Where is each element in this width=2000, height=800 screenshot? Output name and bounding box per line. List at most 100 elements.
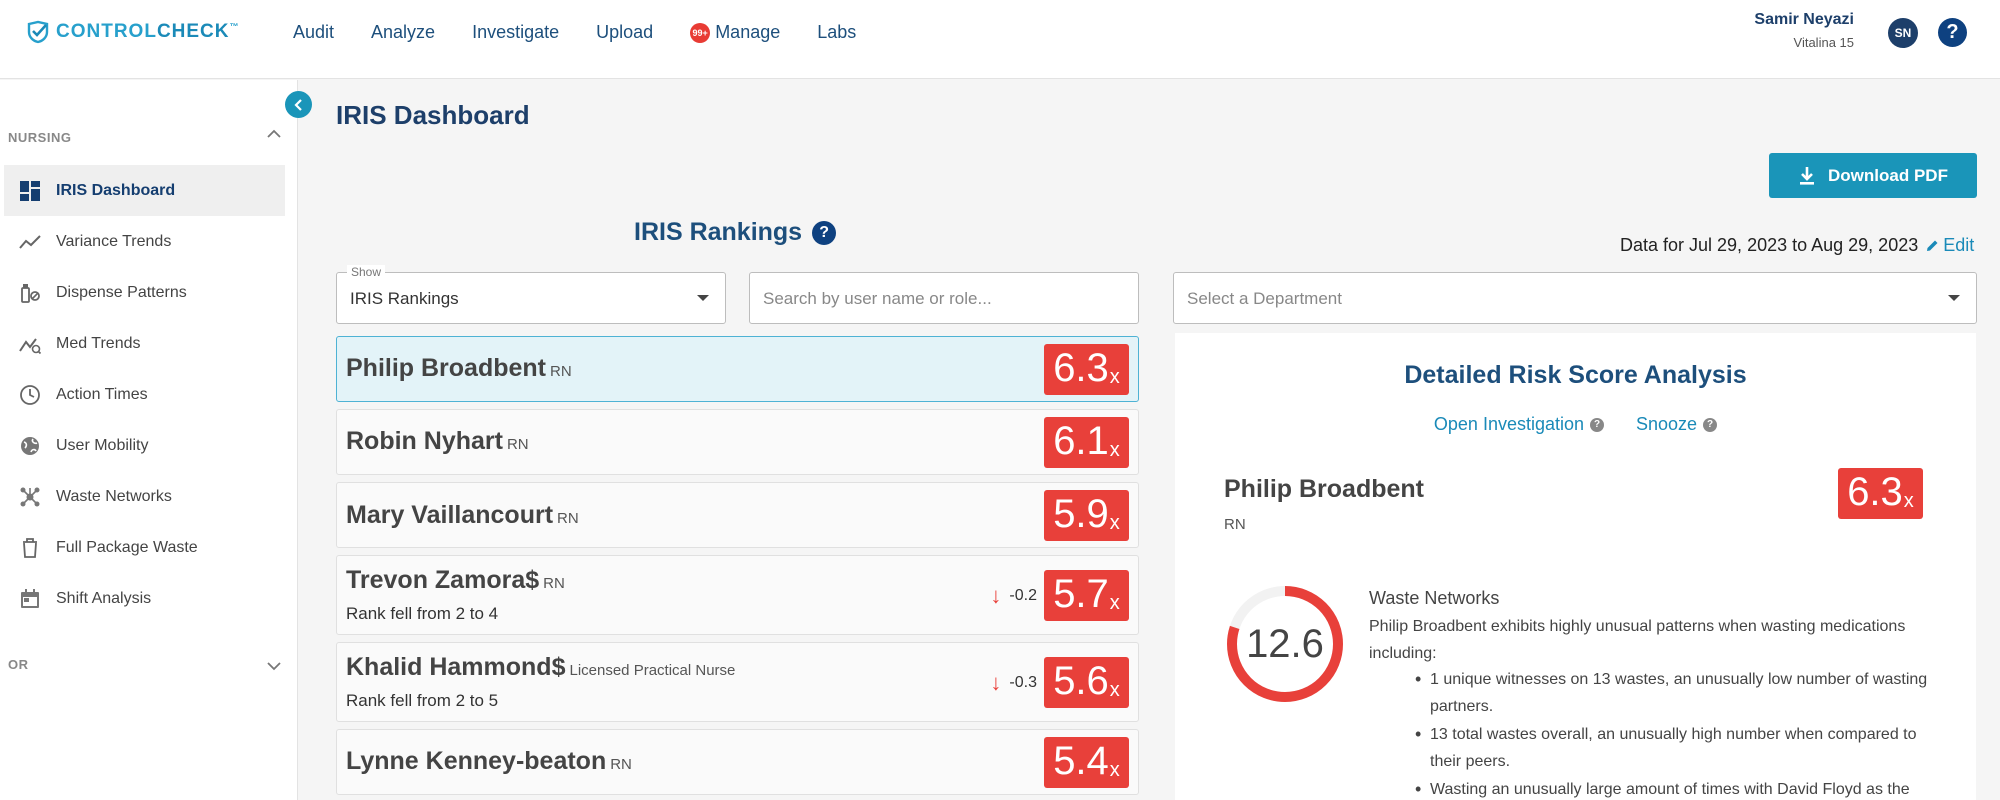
page-title: IRIS Dashboard bbox=[336, 100, 530, 130]
nav-label: Upload bbox=[596, 22, 654, 42]
sidebar-item-dispense-patterns[interactable]: Dispense Patterns bbox=[4, 267, 285, 318]
sidebar-item-waste-networks[interactable]: Waste Networks bbox=[4, 471, 285, 522]
sidebar-item-action-times[interactable]: Action Times bbox=[4, 369, 285, 420]
main-nav: Audit Analyze Investigate Upload 99+ Mana… bbox=[293, 22, 893, 43]
arrow-down-icon: ↓ bbox=[990, 583, 1002, 608]
score-gauge bbox=[1227, 586, 1343, 702]
nav-audit[interactable]: Audit bbox=[293, 22, 334, 43]
sidebar-item-label: Variance Trends bbox=[56, 232, 172, 250]
rank-change-text: Rank fell from 2 to 4 bbox=[346, 604, 499, 623]
search-input[interactable]: Search by user name or role... bbox=[749, 272, 1139, 324]
sidebar-item-label: Full Package Waste bbox=[56, 538, 198, 556]
risk-score-badge: 6.1 x bbox=[1044, 417, 1129, 468]
finding-item: 1 unique witnesses on 13 wastes, an unus… bbox=[1415, 666, 1950, 720]
dropdown-caret-icon bbox=[1948, 295, 1960, 301]
brand-logo[interactable]: CONTROLCHECK™ bbox=[26, 20, 240, 44]
rank-change-text: Rank fell from 2 to 5 bbox=[346, 691, 499, 710]
sidebar-item-med-trends[interactable]: Med Trends bbox=[4, 318, 285, 369]
download-icon bbox=[1800, 166, 1815, 185]
rankings-title: IRIS Rankings ? bbox=[634, 218, 837, 247]
sidebar-item-label: Med Trends bbox=[56, 334, 141, 352]
finding-item: Wasting an unusually large amount of tim… bbox=[1415, 776, 1950, 800]
dropdown-caret-icon bbox=[697, 295, 709, 301]
show-select-legend: Show bbox=[347, 265, 386, 279]
sidebar-section-nursing[interactable]: NURSING bbox=[8, 130, 72, 145]
ranking-row[interactable]: Khalid Hammond$ Licensed Practical Nurse … bbox=[336, 642, 1139, 722]
sidebar-item-full-package-waste[interactable]: Full Package Waste bbox=[4, 522, 285, 573]
chevron-left-icon bbox=[293, 98, 302, 111]
waste-networks-title: Waste Networks bbox=[1369, 588, 1500, 608]
score-delta: ↓ -0.3 bbox=[990, 670, 1037, 695]
sidebar-item-label: Shift Analysis bbox=[56, 589, 152, 607]
ranking-row[interactable]: Trevon Zamora$ RN Rank fell from 2 to 4 ↓… bbox=[336, 555, 1139, 635]
show-select[interactable]: Show IRIS Rankings bbox=[336, 265, 726, 324]
open-investigation-link[interactable]: Open Investigation? bbox=[1434, 414, 1605, 435]
finding-list: 1 unique witnesses on 13 wastes, an unus… bbox=[1415, 666, 1950, 800]
dashboard-icon bbox=[18, 179, 42, 203]
nav-manage[interactable]: 99+ Manage bbox=[690, 22, 780, 43]
nav-analyze[interactable]: Analyze bbox=[371, 22, 435, 43]
dispense-icon bbox=[18, 281, 42, 305]
nav-label: Audit bbox=[293, 22, 335, 42]
sidebar-item-user-mobility[interactable]: User Mobility bbox=[4, 420, 285, 471]
nav-investigate[interactable]: Investigate bbox=[472, 22, 559, 43]
ranking-row[interactable]: Mary Vaillancourt RN 5.9 x bbox=[336, 482, 1139, 548]
collapse-sidebar-button[interactable] bbox=[285, 91, 312, 118]
risk-score-badge: 6.3 x bbox=[1044, 344, 1129, 395]
sidebar-item-variance-trends[interactable]: Variance Trends bbox=[4, 216, 285, 267]
risk-score-badge: 5.6 x bbox=[1044, 657, 1129, 708]
sidebar-item-iris-dashboard[interactable]: IRIS Dashboard bbox=[4, 165, 285, 216]
ranking-row[interactable]: Lynne Kenney-beaton RN 5.4 x bbox=[336, 729, 1139, 795]
show-select-value: IRIS Rankings bbox=[350, 289, 459, 308]
edit-label: Edit bbox=[1943, 235, 1975, 255]
clock-icon bbox=[18, 383, 42, 407]
globe-icon bbox=[18, 434, 42, 458]
chevron-down-icon[interactable] bbox=[267, 658, 281, 674]
user-name: Samir Neyazi bbox=[1754, 11, 1854, 28]
score-delta: ↓ -0.2 bbox=[990, 583, 1037, 608]
help-icon: ? bbox=[1590, 417, 1605, 432]
ranking-name: Trevon Zamora$ RN bbox=[346, 566, 565, 594]
network-icon bbox=[18, 485, 42, 509]
sidebar-item-label: User Mobility bbox=[56, 436, 149, 454]
check-shield-icon bbox=[27, 20, 49, 44]
trash-icon bbox=[18, 536, 42, 560]
user-info[interactable]: Samir Neyazi Vitalina 15 bbox=[1754, 11, 1854, 50]
ranking-name: Lynne Kenney-beaton RN bbox=[346, 747, 632, 775]
avatar[interactable]: SN bbox=[1888, 18, 1918, 48]
snooze-link[interactable]: Snooze? bbox=[1636, 414, 1718, 435]
search-placeholder: Search by user name or role... bbox=[763, 289, 992, 308]
department-placeholder: Select a Department bbox=[1187, 289, 1342, 308]
detail-user-role: RN bbox=[1224, 516, 1246, 533]
nav-upload[interactable]: Upload bbox=[596, 22, 653, 43]
risk-score-badge: 6.3 x bbox=[1838, 468, 1923, 519]
download-pdf-button[interactable]: Download PDF bbox=[1769, 153, 1977, 198]
risk-score-badge: 5.9 x bbox=[1044, 490, 1129, 541]
edit-date-range-link[interactable]: Edit bbox=[1926, 235, 1974, 256]
date-range-text: Data for Jul 29, 2023 to Aug 29, 2023 bbox=[1620, 235, 1919, 255]
ranking-name: Robin Nyhart RN bbox=[346, 427, 529, 455]
nav-label: Investigate bbox=[472, 22, 560, 42]
ranking-row[interactable]: Philip Broadbent RN 6.3 x bbox=[336, 336, 1139, 402]
ranking-name: Philip Broadbent RN bbox=[346, 354, 572, 382]
sidebar-section-or[interactable]: OR bbox=[8, 657, 29, 672]
gauge-value: 12.6 bbox=[1246, 621, 1324, 666]
nav-labs[interactable]: Labs bbox=[817, 22, 856, 43]
calendar-icon bbox=[18, 587, 42, 611]
department-select[interactable]: Select a Department bbox=[1173, 272, 1977, 324]
help-icon[interactable]: ? bbox=[1938, 18, 1967, 47]
trend-line-icon bbox=[18, 230, 42, 254]
chevron-up-icon[interactable] bbox=[267, 126, 281, 142]
ranking-row[interactable]: Robin Nyhart RN 6.1 x bbox=[336, 409, 1139, 475]
sidebar: NURSING IRIS Dashboard Variance Trends D… bbox=[0, 80, 298, 800]
help-icon: ? bbox=[1703, 417, 1718, 432]
sidebar-item-shift-analysis[interactable]: Shift Analysis bbox=[4, 573, 285, 624]
rankings-title-text: IRIS Rankings bbox=[634, 218, 803, 246]
detail-actions: Open Investigation? Snooze? bbox=[1175, 414, 1976, 435]
ranking-name: Khalid Hammond$ Licensed Practical Nurse bbox=[346, 653, 736, 681]
detail-user-name: Philip Broadbent bbox=[1224, 475, 1424, 503]
gauge-arc bbox=[1227, 586, 1343, 702]
ranking-name: Mary Vaillancourt RN bbox=[346, 501, 579, 529]
nav-label: Analyze bbox=[371, 22, 436, 42]
help-icon[interactable]: ? bbox=[812, 220, 837, 245]
